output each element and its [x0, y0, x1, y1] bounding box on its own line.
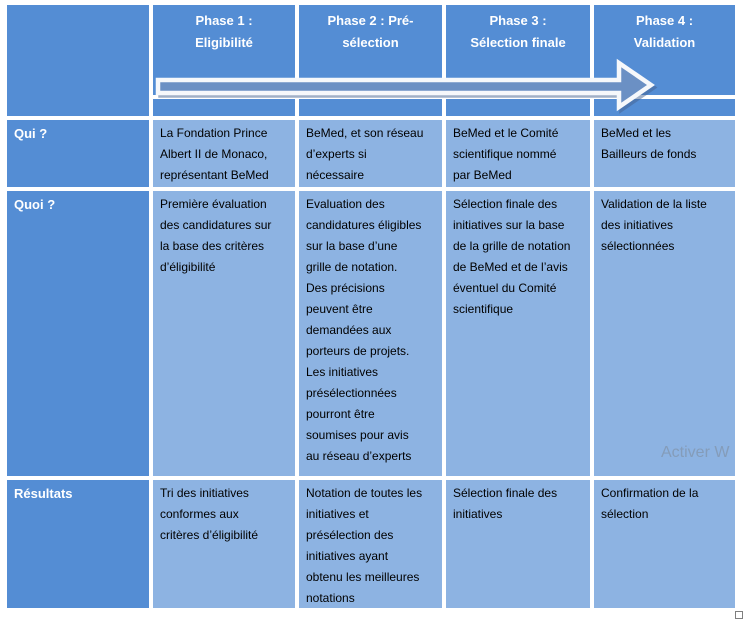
cell-quoi-phase3[interactable]: Sélection finale des initiatives sur la …	[446, 191, 590, 476]
activation-watermark: Activer W	[661, 444, 730, 461]
cell-resultats-phase2[interactable]: Notation de toutes les initiatives et pr…	[299, 480, 442, 608]
arrow-row-cell-phase2[interactable]	[299, 99, 442, 116]
table-resize-handle[interactable]	[735, 611, 743, 619]
cell-quoi-phase2[interactable]: Evaluation des candidatures éligibles su…	[299, 191, 442, 476]
corner-cell[interactable]	[7, 5, 149, 116]
row-header-quoi[interactable]: Quoi ?	[7, 191, 149, 476]
cell-quoi-phase4[interactable]: Validation de la liste des initiatives s…	[594, 191, 735, 476]
cell-qui-phase3[interactable]: BeMed et le Comité scientifique nommé pa…	[446, 120, 590, 187]
row-header-resultats[interactable]: Résultats	[7, 480, 149, 608]
process-arrow-icon[interactable]	[150, 55, 660, 117]
row-header-qui[interactable]: Qui ?	[7, 120, 149, 187]
selection-process-table: Phase 1 : Eligibilité Phase 2 : Pré- sél…	[7, 5, 735, 608]
cell-quoi-phase1[interactable]: Première évaluation des candidatures sur…	[153, 191, 295, 476]
cell-qui-phase2[interactable]: BeMed, et son réseau d’experts si nécess…	[299, 120, 442, 187]
arrow-row-cell-phase3[interactable]	[446, 99, 590, 116]
cell-qui-phase4[interactable]: BeMed et les Bailleurs de fonds	[594, 120, 735, 187]
cell-qui-phase1[interactable]: La Fondation Prince Albert II de Monaco,…	[153, 120, 295, 187]
cell-resultats-phase3[interactable]: Sélection finale des initiatives	[446, 480, 590, 608]
arrow-row-cell-phase1[interactable]	[153, 99, 295, 116]
cell-resultats-phase1[interactable]: Tri des initiatives conformes aux critèr…	[153, 480, 295, 608]
cell-resultats-phase4[interactable]: Confirmation de la sélection	[594, 480, 735, 608]
